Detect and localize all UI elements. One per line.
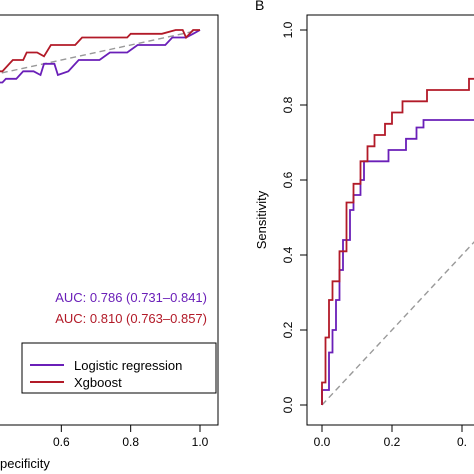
panel-b-series-xgboost-line [321,77,474,405]
panel-b-y-tick-label: 0.8 [281,96,295,113]
legend: Logistic regression Xgboost [21,342,217,394]
auc-xgboost-annotation: AUC: 0.810 (0.763–0.857) [55,311,207,326]
panel-a-series-logistic-line [0,29,201,84]
panel-b-y-tick-label: 0.6 [281,171,295,188]
auc-logistic-annotation: AUC: 0.786 (0.731–0.841) [55,290,207,305]
panel-b-reference-diagonal [321,241,474,406]
panel-a-frame [0,14,219,426]
panel-a-x-axis-label: pecificity [0,456,50,471]
panel-b-y-tick-label: 0.0 [281,396,295,413]
panel-b-y-tick-label: 1.0 [281,21,295,38]
panel-b-x-tick-label: 0.2 [384,435,401,449]
legend-label-xgboost: Xgboost [74,375,122,390]
panel-b-label: B [255,0,264,13]
legend-label-logistic: Logistic regression [74,358,182,373]
panel-b-x-tick-label: 0. [457,435,467,449]
panel-b-x-tick-label: 0.0 [314,435,331,449]
roc-panel-b: B 0.0 0.2 0. 0.0 0.2 0.4 0.6 0.8 1.0 Sensitivit… [254,0,474,449]
panel-b-y-tick-label: 0.4 [281,246,295,263]
panel-b-y-tick-label: 0.2 [281,321,295,338]
panel-b-y-axis-label: Sensitivity [254,190,269,249]
panel-b-frame [306,14,474,426]
legend-box [21,342,217,394]
panel-a-x-tick-label: 1.0 [192,435,209,449]
auc-annotations: AUC: 0.786 (0.731–0.841) AUC: 0.810 (0.7… [55,290,207,326]
panel-b-series-logistic-line [321,119,474,405]
roc-panel-a: 0.6 0.8 1.0 pecificity AUC: 0.786 (0.731–0… [0,14,219,471]
panel-a-series-xgboost-line [0,29,200,73]
panel-a-reference-diagonal [0,29,201,74]
panel-a-x-tick-label: 0.6 [53,435,70,449]
panel-a-x-tick-label: 0.8 [122,435,139,449]
